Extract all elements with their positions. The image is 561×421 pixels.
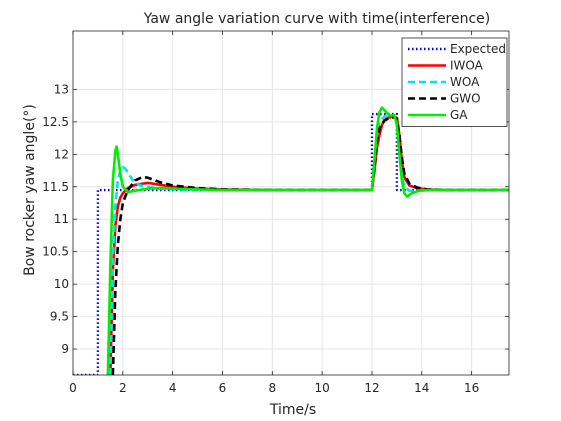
series-line-ga — [106, 106, 509, 375]
legend-label-woa: WOA — [450, 75, 480, 89]
x-tick-label: 2 — [119, 381, 127, 395]
y-tick-label: 9.5 — [50, 310, 69, 324]
ticks: 0 2 4 6 8 10 12 14 16 9 9.5 10 10.5 11 11.5 12 12.5 13 — [42, 31, 509, 395]
y-tick-label: 12.5 — [42, 115, 69, 129]
y-tick-label: 10.5 — [42, 245, 69, 259]
x-tick-label: 0 — [69, 381, 77, 395]
y-axis-title: Bow rocker yaw angle(°) — [22, 104, 38, 276]
legend-label-iwoa: IWOA — [450, 59, 484, 73]
y-tick-label: 10 — [54, 277, 69, 291]
legend-label-expected: Expected — [450, 42, 506, 56]
plot-border — [72, 30, 510, 376]
x-axis-title: Time/s — [269, 402, 316, 418]
y-tick-label: 13 — [54, 82, 69, 96]
x-tick-label: 12 — [364, 381, 379, 395]
y-tick-label: 11 — [54, 212, 69, 226]
x-tick-label: 14 — [414, 381, 429, 395]
series-line-gwo — [111, 116, 509, 375]
x-tick-label: 4 — [169, 381, 177, 395]
series-line-expected — [73, 112, 509, 375]
legend-label-ga: GA — [450, 108, 468, 122]
y-tick-label: 11.5 — [42, 180, 69, 194]
legend-label-gwo: GWO — [450, 92, 481, 106]
legend: Expected IWOA WOA GWO GA — [401, 37, 508, 127]
chart-title: Yaw angle variation curve with time(inte… — [143, 11, 491, 27]
x-tick-label: 8 — [268, 381, 276, 395]
y-tick-label: 9 — [61, 342, 69, 356]
y-tick-label: 12 — [54, 147, 69, 161]
series-layer — [73, 106, 509, 375]
x-tick-label: 6 — [219, 381, 227, 395]
x-tick-label: 16 — [464, 381, 479, 395]
x-tick-label: 10 — [315, 381, 330, 395]
